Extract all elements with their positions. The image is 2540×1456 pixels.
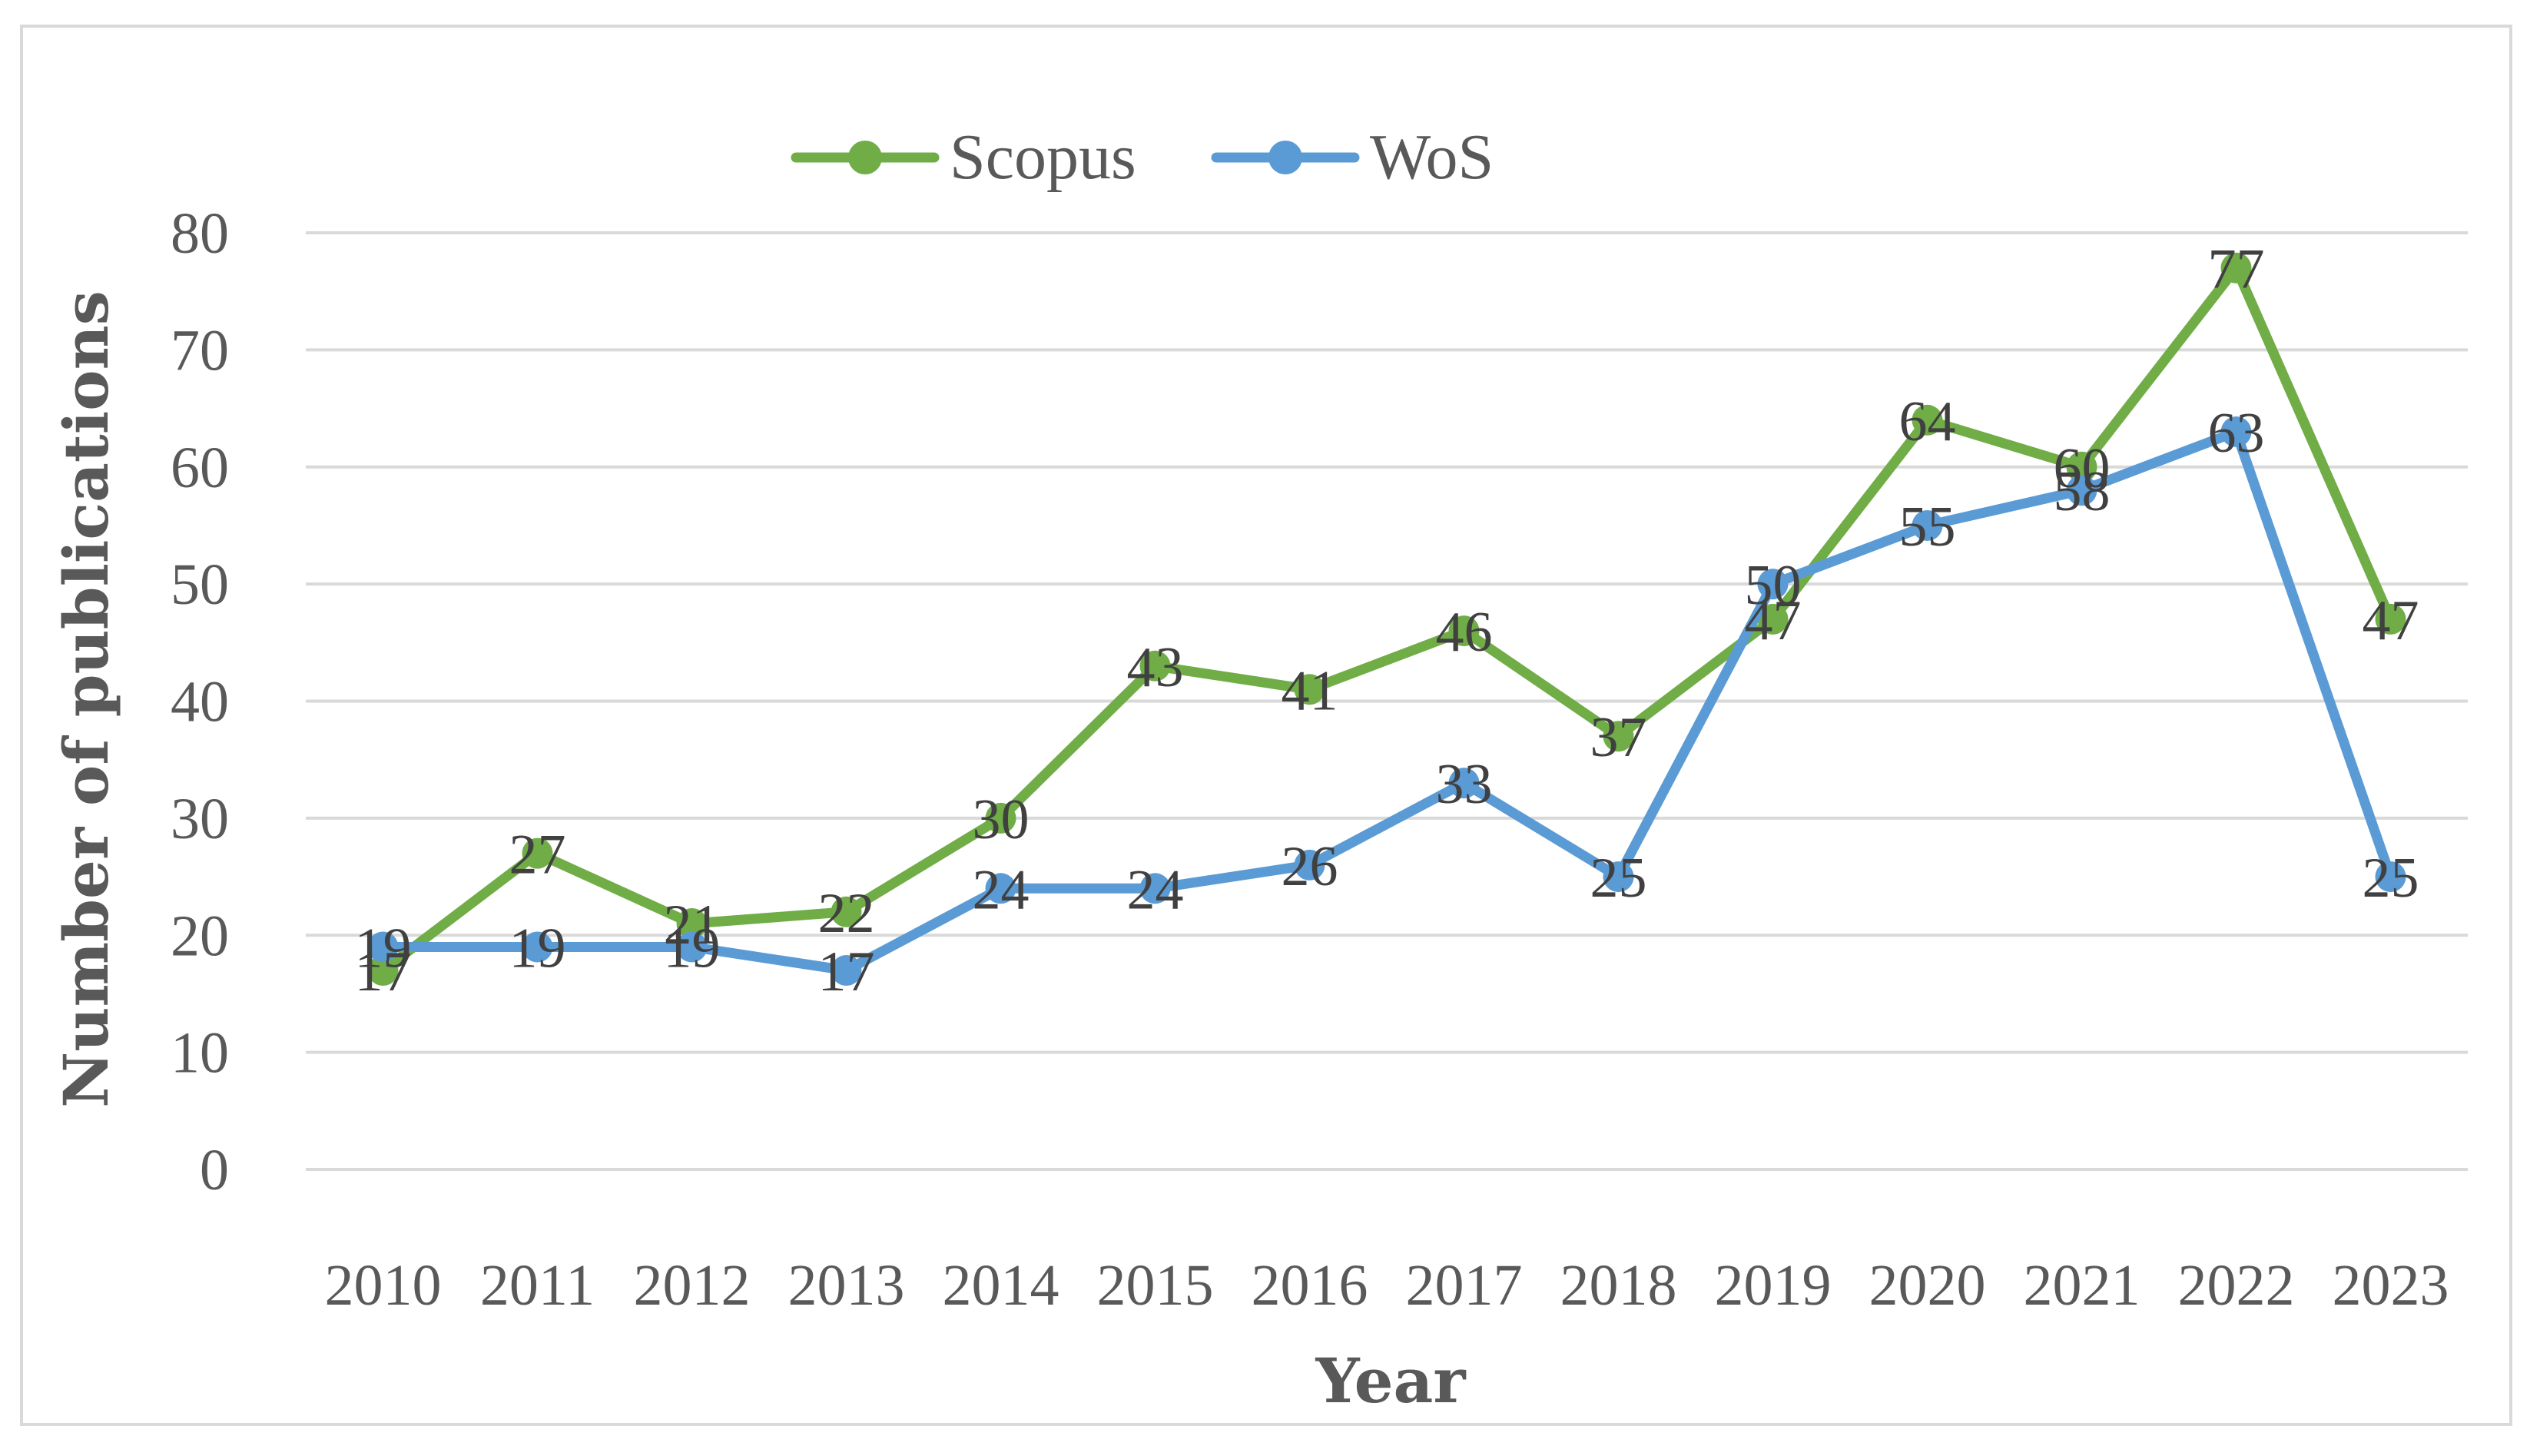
scopus-point xyxy=(676,908,708,940)
wos-data-label: 19 xyxy=(664,917,721,980)
wos-data-label: 55 xyxy=(1899,496,1956,559)
y-tick-label: 20 xyxy=(171,904,229,968)
wos-point xyxy=(676,931,708,963)
wos-data-label: 17 xyxy=(818,940,875,1003)
series-group xyxy=(367,252,2406,986)
scopus-line xyxy=(378,263,2396,976)
wos-data-label: 25 xyxy=(2363,847,2419,910)
x-tick-label: 2010 xyxy=(325,1253,442,1318)
y-tick-label: 40 xyxy=(171,670,229,735)
wos-point xyxy=(831,954,862,986)
x-tick-label: 2018 xyxy=(1560,1253,1677,1318)
wos-data-label: 58 xyxy=(2054,460,2111,523)
y-tick-label: 50 xyxy=(171,552,229,617)
x-tick-label: 2023 xyxy=(2333,1253,2449,1318)
x-tick-label: 2012 xyxy=(634,1253,751,1318)
y-tick-label: 0 xyxy=(200,1138,229,1202)
y-tick-label: 80 xyxy=(171,201,229,266)
scopus-point xyxy=(831,896,862,927)
scopus-data-label: 17 xyxy=(355,940,412,1003)
x-tick-label: 2016 xyxy=(1252,1253,1368,1318)
y-axis-ticks: 0 10 20 30 40 50 60 70 80 xyxy=(171,201,229,1202)
x-tick-label: 2017 xyxy=(1406,1253,1523,1318)
scopus-data-label: 77 xyxy=(2208,238,2265,301)
scopus-point xyxy=(1448,615,1480,647)
wos-point xyxy=(1448,768,1480,799)
wos-data-label: 50 xyxy=(1745,554,1802,617)
scopus-data-label: 41 xyxy=(1282,659,1338,722)
scopus-data-label: 43 xyxy=(1127,636,1184,699)
wos-point xyxy=(1757,569,1789,600)
wos-point xyxy=(2220,416,2252,448)
wos-point xyxy=(1912,509,1943,541)
scopus-point xyxy=(367,954,399,986)
scopus-point xyxy=(1912,404,1943,436)
scopus-data-label: 22 xyxy=(818,882,875,945)
wos-point xyxy=(522,931,553,963)
wos-legend-marker xyxy=(1268,141,1302,174)
x-tick-label: 2015 xyxy=(1097,1253,1214,1318)
scopus-data-label: 64 xyxy=(1899,390,1956,453)
wos-point xyxy=(367,931,399,963)
scopus-point xyxy=(522,837,553,869)
scopus-point xyxy=(2220,252,2252,284)
wos-data-label: 63 xyxy=(2208,402,2265,465)
x-tick-label: 2013 xyxy=(788,1253,905,1318)
wos-data-label: 19 xyxy=(509,917,566,980)
wos-point xyxy=(2066,475,2097,506)
scopus-point xyxy=(1139,650,1171,682)
scopus-point xyxy=(1603,721,1634,752)
chart-frame xyxy=(20,25,2512,1426)
wos-line xyxy=(378,426,2396,976)
wos-point xyxy=(2375,861,2406,893)
scopus-point xyxy=(2375,603,2406,635)
scopus-data-label: 30 xyxy=(973,788,1030,851)
y-axis-title: Number of publications xyxy=(50,290,122,1108)
y-tick-label: 30 xyxy=(171,787,229,851)
wos-data-label: 19 xyxy=(355,917,412,980)
wos-data-label: 33 xyxy=(1436,753,1493,816)
wos-point xyxy=(985,873,1016,904)
scopus-data-label: 37 xyxy=(1590,706,1647,769)
x-axis-ticks: 2010 2011 2012 2013 2014 2015 2016 2017 2018 2019… xyxy=(325,1253,2449,1318)
scopus-legend-marker xyxy=(848,141,882,174)
x-tick-label: 2014 xyxy=(943,1253,1059,1318)
y-tick-label: 70 xyxy=(171,318,229,383)
x-tick-label: 2011 xyxy=(480,1253,595,1318)
wos-data-label: 24 xyxy=(1127,858,1184,921)
scopus-point xyxy=(1757,603,1789,635)
legend: Scopus WoS xyxy=(791,121,1494,193)
wos-point xyxy=(1294,849,1325,881)
x-tick-label: 2021 xyxy=(2024,1253,2140,1318)
y-tick-label: 60 xyxy=(171,436,229,500)
wos-legend-label: WoS xyxy=(1370,121,1494,193)
wos-data-label: 26 xyxy=(1282,835,1338,898)
wos-point xyxy=(1139,873,1171,904)
scopus-data-label: 46 xyxy=(1436,601,1493,664)
scopus-data-label: 60 xyxy=(2054,437,2111,500)
wos-data-label: 24 xyxy=(973,858,1030,921)
scopus-point xyxy=(1294,674,1325,705)
x-tick-label: 2019 xyxy=(1715,1253,1832,1318)
x-tick-label: 2020 xyxy=(1869,1253,1986,1318)
x-tick-label: 2022 xyxy=(2178,1253,2295,1318)
scopus-data-label: 21 xyxy=(664,894,721,957)
gridlines xyxy=(306,231,2468,1171)
scopus-legend-label: Scopus xyxy=(950,121,1136,193)
x-axis-title: Year xyxy=(1315,1345,1466,1417)
scopus-data-label: 47 xyxy=(2363,589,2419,652)
scopus-point xyxy=(2066,451,2097,483)
y-tick-label: 10 xyxy=(171,1021,229,1086)
scopus-data-label: 47 xyxy=(1745,589,1802,652)
wos-point xyxy=(1603,861,1634,893)
scopus-data-label: 27 xyxy=(509,824,566,887)
wos-data-label: 25 xyxy=(1590,847,1647,910)
scopus-point xyxy=(985,802,1016,834)
